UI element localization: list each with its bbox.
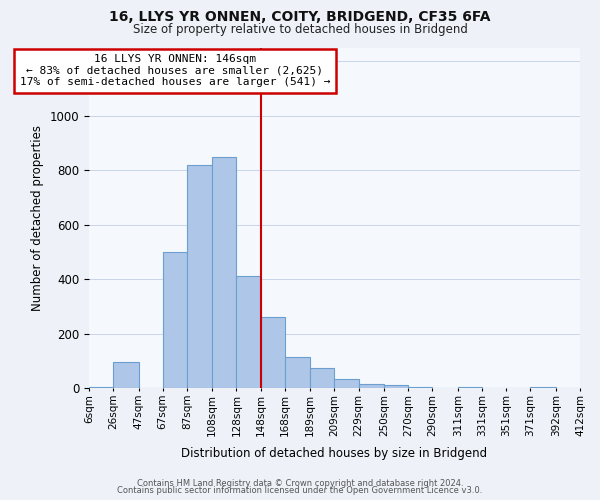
Bar xyxy=(113,362,139,388)
Bar xyxy=(212,156,236,388)
Bar xyxy=(458,387,482,388)
X-axis label: Distribution of detached houses by size in Bridgend: Distribution of detached houses by size … xyxy=(181,447,488,460)
Bar xyxy=(310,368,334,388)
Bar xyxy=(384,386,408,388)
Text: 16, LLYS YR ONNEN, COITY, BRIDGEND, CF35 6FA: 16, LLYS YR ONNEN, COITY, BRIDGEND, CF35… xyxy=(109,10,491,24)
Bar xyxy=(408,387,433,388)
Bar xyxy=(187,164,212,388)
Text: Contains HM Land Registry data © Crown copyright and database right 2024.: Contains HM Land Registry data © Crown c… xyxy=(137,478,463,488)
Bar xyxy=(334,378,359,388)
Bar xyxy=(163,252,187,388)
Bar xyxy=(89,387,113,388)
Bar xyxy=(260,318,285,388)
Bar xyxy=(530,387,556,388)
Text: 16 LLYS YR ONNEN: 146sqm
← 83% of detached houses are smaller (2,625)
17% of sem: 16 LLYS YR ONNEN: 146sqm ← 83% of detach… xyxy=(20,54,330,88)
Bar xyxy=(359,384,384,388)
Text: Size of property relative to detached houses in Bridgend: Size of property relative to detached ho… xyxy=(133,22,467,36)
Y-axis label: Number of detached properties: Number of detached properties xyxy=(31,125,44,311)
Text: Contains public sector information licensed under the Open Government Licence v3: Contains public sector information licen… xyxy=(118,486,482,495)
Bar xyxy=(285,357,310,388)
Bar xyxy=(236,276,260,388)
